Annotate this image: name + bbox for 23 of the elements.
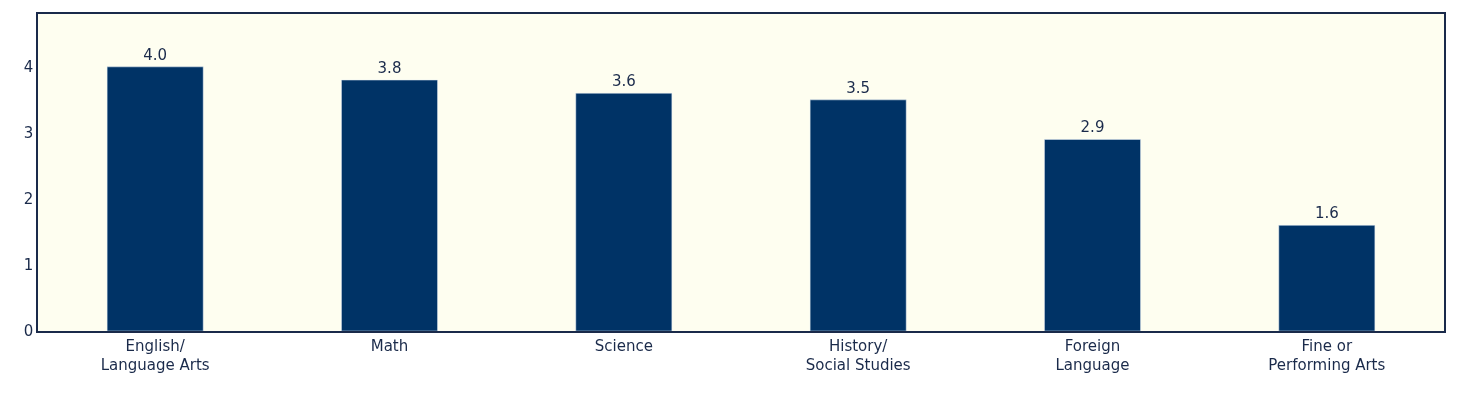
y-tick-label: 0 xyxy=(23,322,34,341)
bar xyxy=(575,93,673,331)
x-tick-label: Science xyxy=(594,336,653,355)
data-label: 3.6 xyxy=(611,72,636,91)
bar xyxy=(106,66,204,331)
data-label: 3.5 xyxy=(846,78,871,97)
y-tick-label: 2 xyxy=(23,190,34,209)
bar xyxy=(1278,225,1376,331)
bar xyxy=(1044,139,1141,331)
data-label: 1.6 xyxy=(1314,204,1339,223)
data-label: 2.9 xyxy=(1080,118,1105,137)
y-tick-label: 1 xyxy=(23,256,34,275)
x-tick-label: Fine or Performing Arts xyxy=(1268,336,1386,375)
x-tick-label: Math xyxy=(370,336,409,355)
x-tick-label: English/ Language Arts xyxy=(100,336,210,375)
data-label: 3.8 xyxy=(377,59,402,78)
data-label: 4.0 xyxy=(143,45,168,64)
bar xyxy=(809,99,907,331)
y-tick-label: 3 xyxy=(23,124,34,143)
x-tick-label: History/ Social Studies xyxy=(805,336,911,375)
y-tick-label: 4 xyxy=(23,58,34,77)
bar xyxy=(341,79,438,331)
x-tick-label: Foreign Language xyxy=(1055,336,1130,375)
